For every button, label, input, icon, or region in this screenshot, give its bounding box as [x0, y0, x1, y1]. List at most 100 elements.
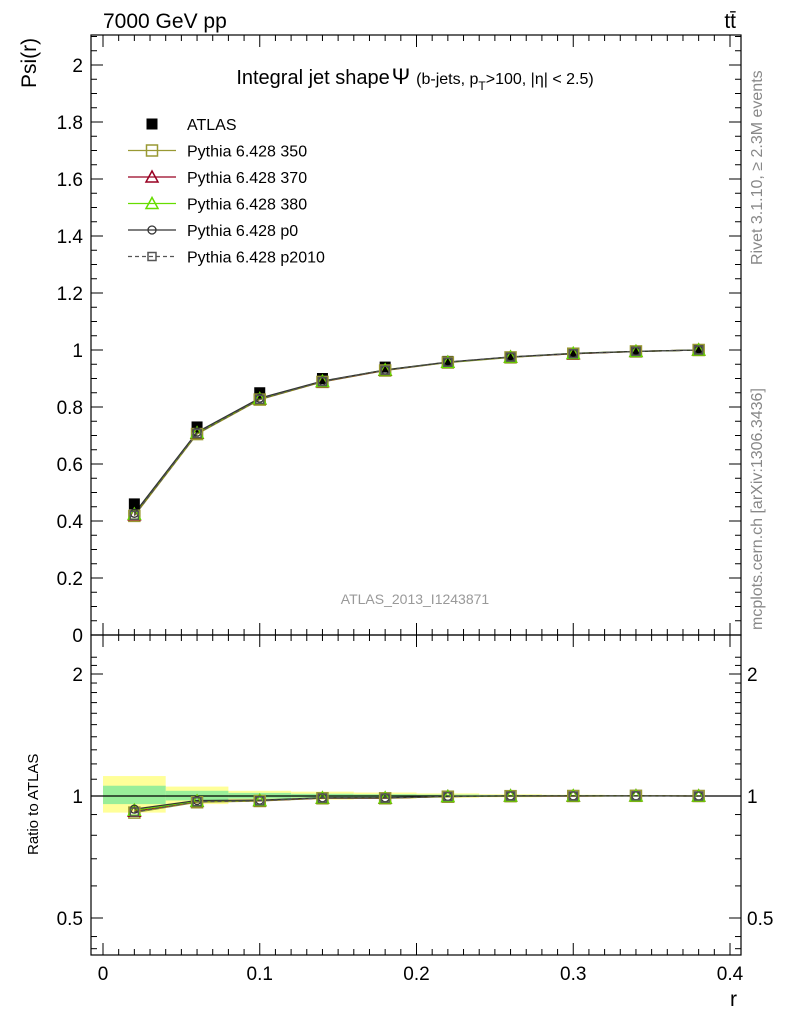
title-symbol: Ψ — [392, 64, 410, 89]
main-point-s5-0 — [129, 510, 140, 521]
legend-label-2: Pythia 6.428 370 — [187, 170, 307, 187]
main-point-s0-4 — [379, 361, 391, 373]
axes-group: 0 0.2 0.4 0.6 0.8 1 1.2 1.4 1.6 1.8 2 0 0.1 0.2 0.3 0.4… — [57, 34, 773, 985]
ratio-point-s4-5 — [443, 791, 453, 802]
x-axis-label: r — [730, 988, 737, 1011]
ratio-ytick-label-1: 1 — [72, 787, 83, 808]
legend-label-3: Pythia 6.428 380 — [187, 197, 307, 214]
legend-marker-0 — [146, 118, 158, 130]
main-ytick-label-0: 0 — [72, 626, 83, 647]
ratio-point-s2-9 — [691, 788, 706, 802]
main-ytick-label-2: 0.4 — [57, 512, 84, 533]
main-title: Integral jet shapeΨ (b-jets, pT>100, |η| … — [236, 64, 593, 93]
process-label: tt̄ — [724, 10, 736, 33]
legend-label-4: Pythia 6.428 p0 — [187, 223, 298, 240]
main-point-s5-7 — [568, 348, 578, 359]
ratio-ytick-label-right-1: 1 — [747, 787, 758, 808]
main-point-s5-4 — [380, 365, 390, 375]
ratio-point-s4-7 — [568, 791, 578, 801]
legend-marker-1 — [145, 144, 159, 157]
ratio-ylabel: Ratio to ATLAS — [25, 754, 42, 855]
main-ytick-label-5: 1 — [72, 341, 83, 362]
ratio-point-s2-5 — [440, 788, 456, 803]
ratio-point-s4-2 — [255, 796, 265, 806]
main-series-group — [127, 342, 706, 523]
ratio-point-s2-3 — [315, 790, 330, 804]
main-ylabel: Psi(r) — [18, 38, 41, 88]
main-point-s3-9 — [691, 342, 706, 356]
ratio-ytick-label-2: 2 — [72, 665, 83, 686]
main-point-s0-8 — [630, 346, 642, 358]
main-line-1 — [133, 349, 699, 517]
ratio-point-s2-6 — [503, 788, 518, 802]
energy-label: 7000 GeV pp — [103, 10, 227, 33]
main-point-s5-9 — [693, 345, 704, 355]
mcplots-label: mcplots.cern.ch [arXiv:1306.3436] — [749, 388, 766, 630]
xtick-label-3: 0.3 — [560, 964, 586, 985]
title-cut: (b-jets, p — [416, 71, 478, 88]
ratio-line-4 — [134, 795, 699, 813]
legend-marker-3 — [144, 195, 160, 210]
ratio-point-s4-9 — [693, 791, 704, 801]
main-line-3 — [133, 349, 699, 515]
main-point-s0-6 — [505, 351, 517, 363]
ratio-ytick-label-0: 0.5 — [57, 909, 83, 930]
main-ytick-label-3: 0.6 — [57, 455, 83, 476]
legend: ATLAS Pythia 6.428 350 Pythia 6.428 370 Pyt… — [128, 117, 325, 267]
title-sub: T — [478, 79, 486, 93]
main-point-s0-7 — [567, 348, 579, 360]
ratio-point-s0-0 — [128, 806, 141, 819]
main-point-s5-1 — [192, 428, 202, 439]
main-point-s3-6 — [503, 349, 518, 363]
ratio-point-s4-3 — [317, 793, 328, 803]
ratio-point-s2-7 — [565, 788, 581, 802]
main-point-s3-5 — [440, 354, 456, 369]
main-point-s5-5 — [443, 357, 453, 368]
ratio-series-group — [127, 788, 706, 819]
main-line-4 — [133, 349, 699, 514]
ratio-ytick-label-right-0: 0.5 — [747, 909, 773, 930]
main-point-s5-3 — [317, 376, 328, 387]
xtick-label-1: 0.1 — [247, 964, 273, 985]
main-ytick-label-9: 1.8 — [57, 113, 83, 134]
xtick-label-4: 0.4 — [717, 964, 744, 985]
main-ytick-label-8: 1.6 — [57, 170, 83, 191]
main-ytick-label-6: 1.2 — [57, 284, 83, 305]
main-line-5 — [133, 349, 699, 516]
ratio-bands — [91, 776, 741, 813]
main-point-s1-0 — [128, 509, 141, 523]
title-cut2: >100, |η| < 2.5) — [486, 71, 594, 88]
legend-label-1: Pythia 6.428 350 — [187, 144, 307, 161]
ratio-point-s2-4 — [377, 790, 393, 804]
legend-marker-4 — [147, 225, 157, 235]
analysis-watermark: ATLAS_2013_I1243871 — [341, 591, 490, 607]
ratio-point-s4-4 — [380, 793, 390, 803]
main-point-s0-3 — [316, 373, 328, 384]
main-point-s3-8 — [628, 343, 644, 358]
main-point-s0-5 — [442, 355, 454, 367]
ratio-point-s4-6 — [505, 791, 516, 801]
main-point-s0-9 — [693, 344, 705, 356]
main-ytick-label-4: 0.8 — [57, 398, 83, 419]
main-point-s0-0 — [128, 498, 140, 510]
legend-marker-2 — [144, 169, 160, 183]
main-point-s5-6 — [505, 352, 516, 362]
legend-label-0: ATLAS — [187, 117, 237, 134]
main-ytick-label-10: 2 — [72, 56, 83, 77]
main-point-s5-8 — [631, 346, 641, 357]
ratio-point-s2-8 — [628, 788, 644, 802]
ratio-point-s4-1 — [192, 796, 202, 807]
title-main: Integral jet shape — [236, 67, 389, 89]
ratio-point-s4-0 — [129, 807, 140, 817]
rivet-label: Rivet 3.1.10, ≥ 2.3M events — [749, 70, 766, 265]
ratio-ytick-label-right-2: 2 — [747, 665, 758, 686]
main-point-s5-2 — [255, 394, 265, 405]
legend-label-5: Pythia 6.428 p2010 — [187, 250, 325, 267]
band-green-0 — [103, 785, 166, 805]
xtick-label-2: 0.2 — [403, 964, 429, 985]
main-ytick-label-7: 1.4 — [57, 227, 84, 248]
main-ytick-label-1: 0.2 — [57, 569, 83, 590]
legend-marker-5 — [147, 251, 157, 262]
main-line-2 — [133, 349, 699, 516]
